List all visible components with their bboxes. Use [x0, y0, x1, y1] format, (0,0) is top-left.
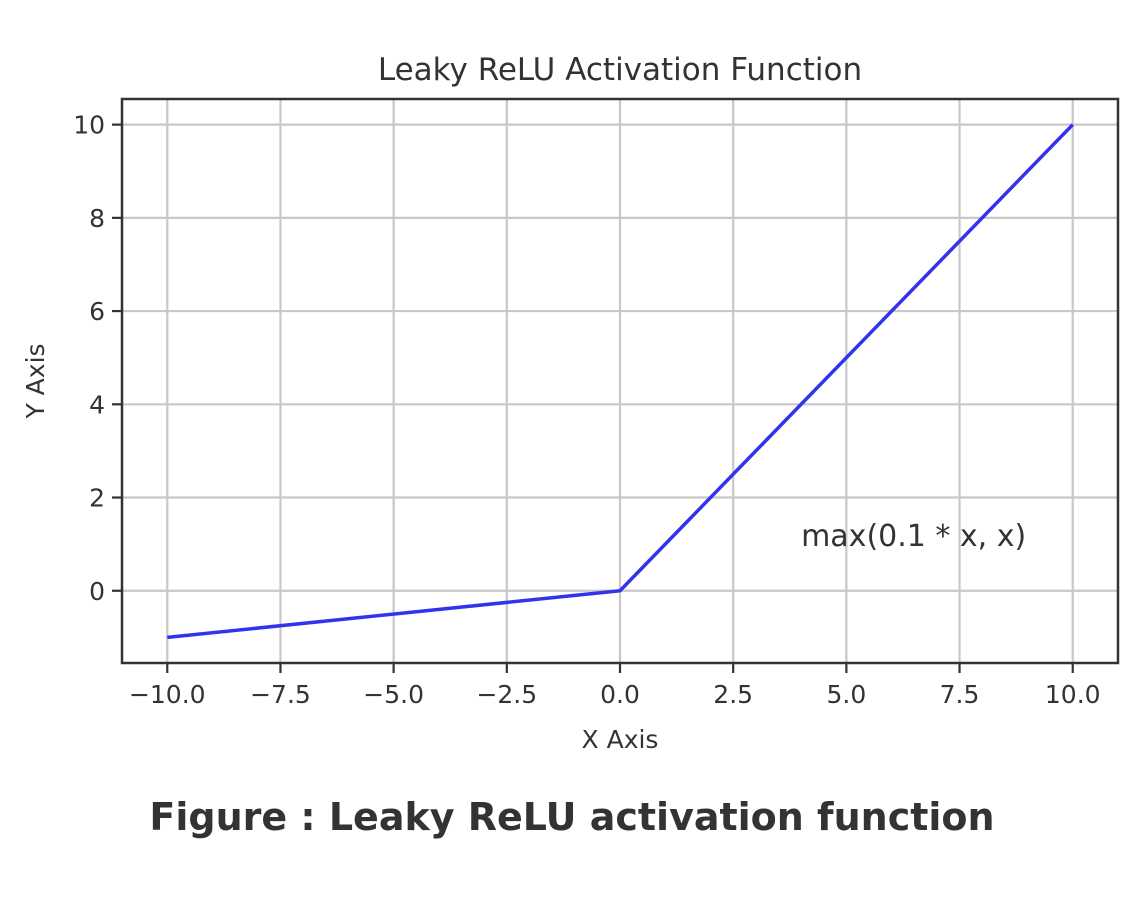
x-tick-label: 10.0	[1045, 680, 1101, 709]
y-tick-label: 10	[73, 111, 105, 140]
function-annotation: max(0.1 * x, x)	[801, 519, 1026, 554]
x-tick-label: −5.0	[363, 680, 424, 709]
x-tick-label: −2.5	[476, 680, 537, 709]
figure-caption: Figure : Leaky ReLU activation function	[149, 795, 995, 839]
leaky-relu-chart: −10.0 −7.5 −5.0 −2.5 0.0 2.5 5.0 7.5 10.0 0 2 4 6 8 10…	[21, 52, 1120, 754]
y-tick-label: 0	[89, 577, 105, 606]
x-tick-label: 5.0	[826, 680, 866, 709]
y-tick-label: 8	[89, 204, 105, 233]
x-axis-label: X Axis	[582, 725, 659, 754]
y-axis-label: Y Axis	[21, 343, 50, 419]
x-tick-label: 0.0	[600, 680, 640, 709]
chart-title: Leaky ReLU Activation Function	[378, 52, 862, 88]
y-tick-label: 2	[89, 484, 105, 513]
series-line	[167, 123, 1074, 640]
y-tick-label: 6	[89, 297, 105, 326]
x-tick-label: 7.5	[940, 680, 980, 709]
x-tick-label: −10.0	[129, 680, 206, 709]
x-tick-label: −7.5	[250, 680, 311, 709]
x-tick-label: 2.5	[713, 680, 753, 709]
y-tick-label: 4	[89, 390, 105, 419]
